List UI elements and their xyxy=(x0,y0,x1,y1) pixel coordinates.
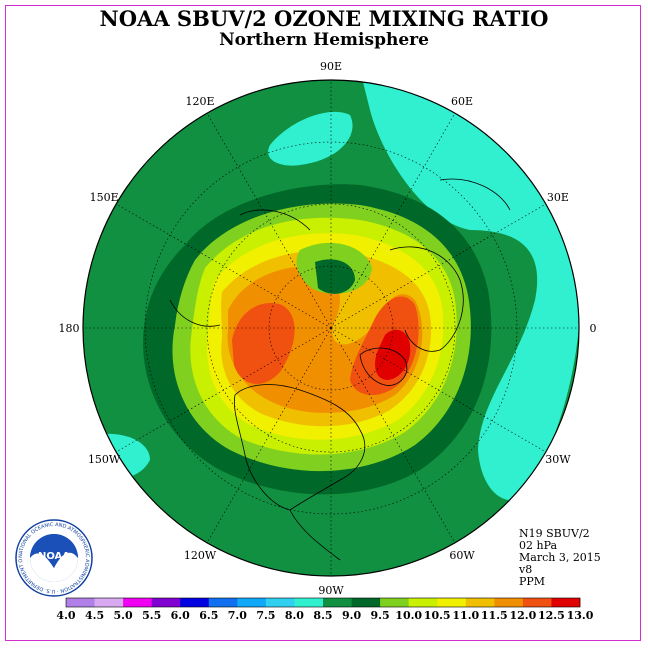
colorbar-border xyxy=(65,597,581,608)
colorbar-tick-label: 11.5 xyxy=(481,609,508,622)
colorbar-tick-label: 6.0 xyxy=(171,609,190,622)
colorbar-swatch-7 xyxy=(265,598,295,607)
siberia-coast xyxy=(239,209,311,231)
longitude-label-0: 0 xyxy=(590,322,597,335)
longitude-labels: 90E 60E 30E 0 30W 60W 90W 120W 150W 180 150E 120E xyxy=(59,60,597,597)
noaa-logo: NATIONAL OCEANIC AND ATMOSPHERIC ADMINIS… xyxy=(14,518,93,597)
colorbar-tick-label: 9.5 xyxy=(371,609,390,622)
longitude-label-120w: 120W xyxy=(184,549,217,562)
field-7-5-north xyxy=(268,111,353,166)
field-7-5-east xyxy=(360,80,579,501)
colorbar-swatch-1 xyxy=(94,598,124,607)
colorbar-tick-label: 4.0 xyxy=(56,609,75,622)
colorbar-tick-label: 5.0 xyxy=(114,609,133,622)
longitude-label-90w: 90W xyxy=(318,584,344,597)
north-america-coast xyxy=(233,384,366,511)
longitude-label-150w: 150W xyxy=(88,453,121,466)
ozone-field xyxy=(83,80,579,576)
colorbar-swatch-9 xyxy=(323,598,352,607)
colorbar-tick-label: 10.5 xyxy=(424,609,451,622)
colorbar-tick-label: 8.5 xyxy=(313,609,332,622)
instrument-label: N19 SBUV/2 xyxy=(519,527,590,540)
longitude-label-90e: 90E xyxy=(320,60,342,73)
colorbar-swatch-5 xyxy=(208,598,238,607)
field-11-5-west xyxy=(232,303,295,384)
colorbar-swatch-13 xyxy=(437,598,467,607)
colorbar-tick-label: 12.0 xyxy=(510,609,537,622)
longitude-label-30w: 30W xyxy=(545,453,571,466)
colorbar-tick-label: 5.5 xyxy=(142,609,161,622)
version-label: v8 xyxy=(519,563,533,576)
colorbar-swatch-17 xyxy=(551,598,581,607)
colorbar-tick-label: 6.5 xyxy=(199,609,218,622)
colorbar-tick-label: 7.0 xyxy=(228,609,247,622)
map-title: NOAA SBUV/2 OZONE MIXING RATIO xyxy=(99,6,549,31)
colorbar-swatch-16 xyxy=(522,598,552,607)
colorbar-tick-label: 7.5 xyxy=(256,609,275,622)
map-subtitle: Northern Hemisphere xyxy=(219,30,429,50)
longitude-label-180: 180 xyxy=(59,322,80,335)
asia-coast xyxy=(439,178,511,211)
colorbar-tick-label: 9.0 xyxy=(342,609,361,622)
colorbar-swatch-6 xyxy=(237,598,267,607)
central-america-coast xyxy=(289,509,341,561)
longitude-label-60e: 60E xyxy=(451,95,473,108)
graticule xyxy=(83,80,579,576)
units-label: PPM xyxy=(519,575,546,588)
logo-text: NOAA xyxy=(38,551,70,562)
longitude-label-60w: 60W xyxy=(449,549,475,562)
colorbar-swatch-4 xyxy=(180,598,210,607)
colorbar-swatch-10 xyxy=(351,598,381,607)
map-border xyxy=(82,79,580,577)
field-low-8-5 xyxy=(315,259,355,294)
field-12-0 xyxy=(375,329,411,380)
colorbar-swatch-2 xyxy=(123,598,152,607)
alaska-coast xyxy=(169,299,221,327)
colorbar-swatch-8 xyxy=(294,598,324,607)
colorbar-tick-label: 12.5 xyxy=(538,609,565,622)
colorbar-swatch-11 xyxy=(380,598,409,607)
colorbar-tick-label: 4.5 xyxy=(85,609,104,622)
longitude-label-30e: 30E xyxy=(547,191,569,204)
colorbar-swatch-14 xyxy=(465,598,495,607)
date-label: March 3, 2015 xyxy=(519,551,601,564)
colorbar-swatch-12 xyxy=(408,598,438,607)
colorbar-tick-label: 11.0 xyxy=(452,609,479,622)
colorbar-swatch-0 xyxy=(66,598,95,607)
colorbar: 4.0 4.5 5.0 5.5 6.0 6.5 7.0 7.5 8.0 8.5 9.0 9.5 10.0… xyxy=(56,597,594,622)
europe-coast xyxy=(389,246,464,352)
longitude-label-150e: 150E xyxy=(90,191,119,204)
coastlines xyxy=(169,178,511,561)
colorbar-swatch-3 xyxy=(151,598,181,607)
level-label: 02 hPa xyxy=(519,539,558,552)
colorbar-swatch-15 xyxy=(494,598,524,607)
colorbar-tick-label: 13.0 xyxy=(567,609,594,622)
colorbar-tick-label: 8.0 xyxy=(285,609,304,622)
longitude-label-120e: 120E xyxy=(185,95,214,108)
greenland-coast xyxy=(359,347,408,386)
colorbar-tick-label: 10.0 xyxy=(395,609,422,622)
